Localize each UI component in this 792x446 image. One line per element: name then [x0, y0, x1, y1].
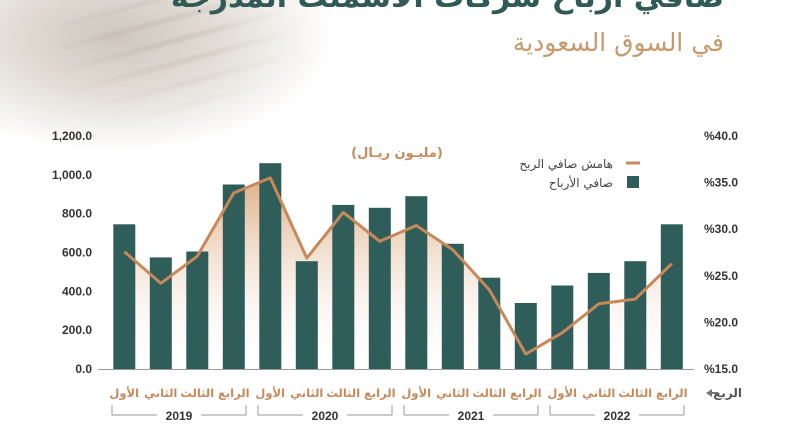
- bar-net-profit: [332, 204, 355, 369]
- year-label: 2019: [166, 409, 193, 423]
- y-right-tick-label: %40.0: [704, 129, 738, 143]
- x-tick-label: الرابع: [510, 386, 542, 400]
- bar-net-profit: [441, 243, 464, 369]
- bar-net-profit: [295, 261, 318, 369]
- x-axis-title: الربع: [706, 386, 742, 400]
- x-tick-label: الثالث: [180, 386, 214, 400]
- legend-bar-swatch: [627, 176, 639, 188]
- x-tick-label: الثاني: [290, 386, 323, 400]
- x-tick-label: الأول: [255, 386, 285, 401]
- y-right-tick-label: %30.0: [704, 222, 738, 236]
- bar-net-profit: [514, 303, 537, 369]
- bar-net-profit: [222, 184, 245, 369]
- y-right-tick-label: %15.0: [704, 362, 738, 376]
- y-left-tick-label: 800.0: [62, 207, 92, 221]
- year-label: 2022: [604, 409, 631, 423]
- x-tick-label: الأول: [547, 386, 577, 401]
- y-right-tick-label: %25.0: [704, 269, 738, 283]
- bar-net-profit: [587, 272, 610, 369]
- y-left-tick-label: 1,200.0: [52, 129, 92, 143]
- page-subtitle: في السوق السعودية: [512, 28, 724, 57]
- x-tick-label: الثاني: [144, 386, 177, 400]
- bar-net-profit: [259, 163, 282, 369]
- legend-label-profit: صافي الأرباح: [549, 175, 613, 191]
- year-label: 2020: [312, 409, 339, 423]
- x-tick-label: الرابع: [364, 386, 396, 400]
- y-left-tick-label: 600.0: [62, 246, 92, 260]
- x-tick-label: الثالث: [326, 386, 360, 400]
- bar-net-profit: [660, 224, 683, 369]
- bar-net-profit: [405, 196, 428, 369]
- x-tick-label: الثاني: [436, 386, 469, 400]
- legend-label-margin: هامش صافي الربح: [519, 157, 613, 172]
- bar-net-profit: [149, 257, 172, 369]
- bar-net-profit: [624, 261, 647, 369]
- year-label: 2021: [458, 409, 485, 423]
- unit-label: (مليـون ريـال): [351, 146, 443, 161]
- x-tick-label: الأول: [109, 386, 139, 401]
- arrow-left-icon: [706, 389, 718, 397]
- x-tick-label: الثاني: [582, 386, 615, 400]
- x-axis-label: الربع: [713, 386, 742, 400]
- x-tick-label: الأول: [401, 386, 431, 401]
- y-right-tick-label: %35.0: [704, 176, 738, 190]
- bar-net-profit: [113, 224, 136, 369]
- hero-texture: [60, 0, 300, 120]
- bar-net-profit: [186, 251, 209, 369]
- y-left-tick-label: 400.0: [62, 284, 92, 298]
- x-tick-label: الرابع: [218, 386, 250, 400]
- y-left-tick-label: 0.0: [75, 362, 92, 376]
- x-tick-label: الثالث: [472, 386, 506, 400]
- y-left-tick-label: 1,000.0: [52, 168, 92, 182]
- line-net-margin: [123, 176, 673, 356]
- legend: هامش صافي الربح صافي الأرباح: [519, 157, 640, 191]
- bar-net-profit: [551, 285, 574, 369]
- x-tick-label: الرابع: [656, 386, 688, 400]
- page-title: صافي أرباح شركات الأسمنت المدرجة: [171, 0, 724, 15]
- hero-image: [0, 0, 330, 150]
- bar-net-profit: [368, 207, 391, 369]
- x-tick-label: الثالث: [618, 386, 652, 400]
- y-right-tick-label: %20.0: [704, 315, 738, 329]
- y-left-tick-label: 200.0: [62, 323, 92, 337]
